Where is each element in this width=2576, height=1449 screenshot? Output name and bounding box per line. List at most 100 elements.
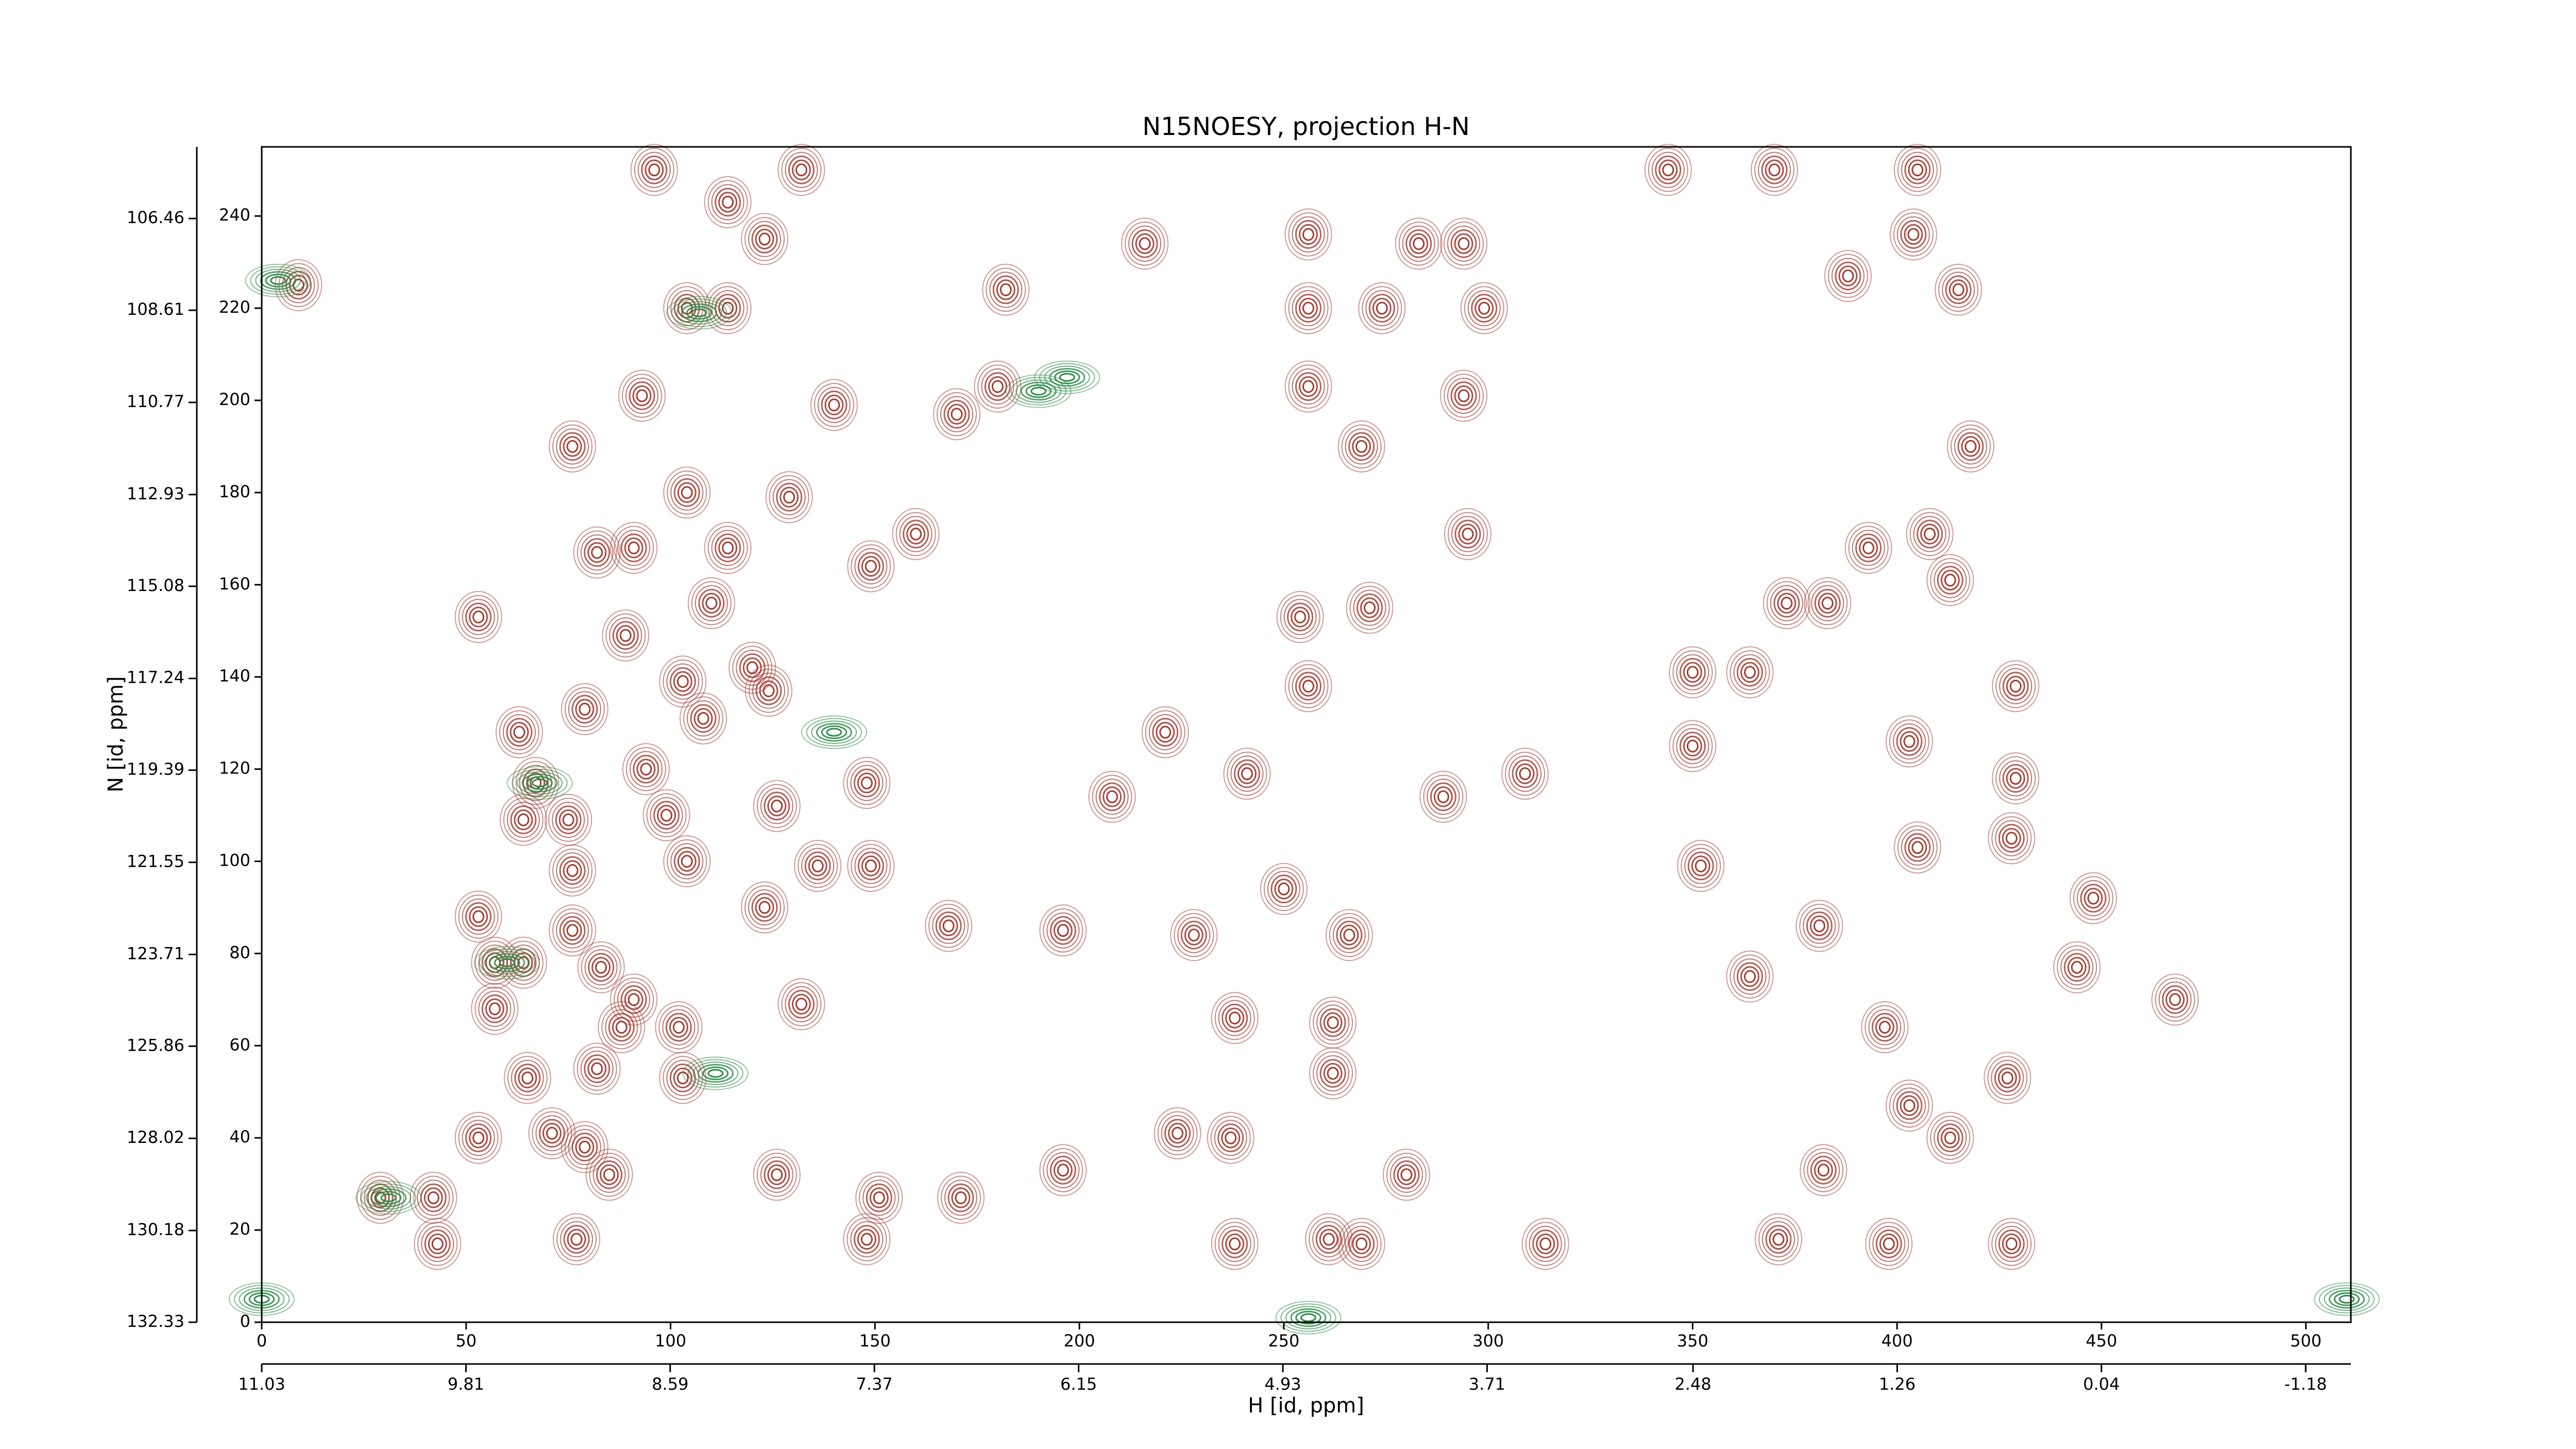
contour-ring [546, 1126, 558, 1140]
contour-ring [1475, 297, 1494, 319]
contour-ring [677, 482, 697, 503]
contour-ring [503, 1052, 551, 1104]
contour-ring [1987, 1056, 2028, 1100]
contour-peak [663, 835, 711, 887]
x-tick-label: 350 [1677, 1331, 1708, 1351]
contour-ring [503, 940, 544, 985]
contour-ring [1901, 151, 1934, 188]
contour-ring [1430, 782, 1456, 812]
contour-ring [1332, 917, 1366, 953]
contour-ring [1348, 432, 1375, 461]
contour-ring [1341, 1222, 1382, 1266]
contour-peak [610, 521, 658, 574]
contour-ring [1302, 301, 1314, 315]
contour-ring [1814, 588, 1841, 618]
contour-ring [517, 771, 563, 795]
contour-ring [947, 403, 967, 425]
contour-ring [1998, 1229, 2025, 1258]
contour-ring [503, 798, 544, 842]
contour-ring [481, 994, 508, 1023]
contour-ring [270, 276, 286, 285]
y2-tick-label: 119.39 [127, 760, 184, 779]
contour-peak [1223, 748, 1271, 800]
contour-ring [521, 1071, 534, 1085]
contour-ring [1501, 748, 1549, 800]
contour-ring [1679, 658, 1706, 687]
contour-ring [752, 672, 785, 709]
contour-ring [1437, 790, 1449, 803]
contour-ring [2002, 671, 2029, 701]
contour-ring [687, 1059, 744, 1088]
contour-ring [996, 279, 1015, 300]
contour-ring [1275, 1301, 1342, 1335]
contour-ring [1161, 1115, 1194, 1152]
contour-ring [1450, 381, 1477, 410]
contour-ring [510, 805, 537, 834]
y-tick-label: 60 [229, 1035, 250, 1054]
contour-ring [1046, 912, 1080, 949]
contour-ring [1295, 671, 1321, 701]
contour-ring [458, 895, 499, 939]
contour-ring [933, 388, 981, 441]
contour-ring [427, 1191, 439, 1204]
contour-ring [1768, 163, 1781, 177]
contour-ring [657, 804, 676, 826]
contour-ring [580, 1050, 614, 1087]
contour-ring [625, 377, 658, 414]
contour-ring [1951, 424, 1991, 469]
contour-ring [698, 588, 725, 618]
contour-ring [756, 784, 797, 828]
contour-ring [1999, 760, 2032, 797]
contour-ring [1991, 816, 2032, 861]
contour-ring [591, 546, 603, 559]
contour-ring [484, 951, 530, 974]
contour-ring [1346, 582, 1394, 634]
contour-ring [1467, 290, 1501, 327]
contour-ring [458, 595, 499, 639]
x2-tick-label: 3.71 [1469, 1374, 1505, 1394]
x-tick-label: 400 [1882, 1331, 1913, 1351]
contour-ring [669, 667, 696, 696]
contour-ring [1740, 662, 1759, 683]
contour-peak [728, 642, 776, 694]
contour-ring [821, 391, 848, 419]
contour-ring [1781, 597, 1793, 610]
contour-ring [670, 290, 704, 327]
contour-ring [2338, 1294, 2355, 1304]
contour-ring [517, 956, 530, 969]
contour-ring [1295, 294, 1321, 323]
contour-ring [364, 1180, 397, 1216]
contour-ring [1686, 666, 1699, 679]
contour-ring [1325, 909, 1373, 962]
contour-ring [1907, 228, 1920, 241]
contour-ring [1382, 1149, 1430, 1201]
contour-peak [622, 743, 670, 796]
contour-ring [666, 663, 700, 700]
contour-ring [592, 1156, 626, 1193]
y2-tick-label: 106.46 [127, 208, 184, 227]
contour-ring [758, 232, 771, 246]
contour-ring [1103, 786, 1122, 807]
contour-ring [615, 1021, 628, 1034]
y2-tick-label: 115.08 [127, 576, 184, 595]
contour-ring [1885, 715, 1933, 768]
contour-ring [765, 471, 813, 524]
plot-area [229, 144, 2380, 1335]
contour-ring [1340, 924, 1359, 946]
contour-ring [1400, 1168, 1413, 1182]
contour-ring [755, 676, 782, 705]
contour-ring [1337, 1218, 1385, 1270]
contour-ring [1868, 1009, 1902, 1046]
contour-peak [666, 296, 733, 330]
contour-peak [1275, 1301, 1342, 1335]
contour-ring [1290, 1308, 1327, 1327]
contour-ring [1316, 1004, 1350, 1041]
contour-ring [1294, 610, 1307, 624]
contour-ring [636, 759, 656, 780]
contour-ring [694, 585, 728, 621]
contour-ring [1280, 1303, 1336, 1332]
contour-ring [736, 649, 769, 686]
contour-ring [532, 778, 548, 787]
contour-ring [454, 591, 502, 643]
contour-ring [260, 271, 296, 290]
